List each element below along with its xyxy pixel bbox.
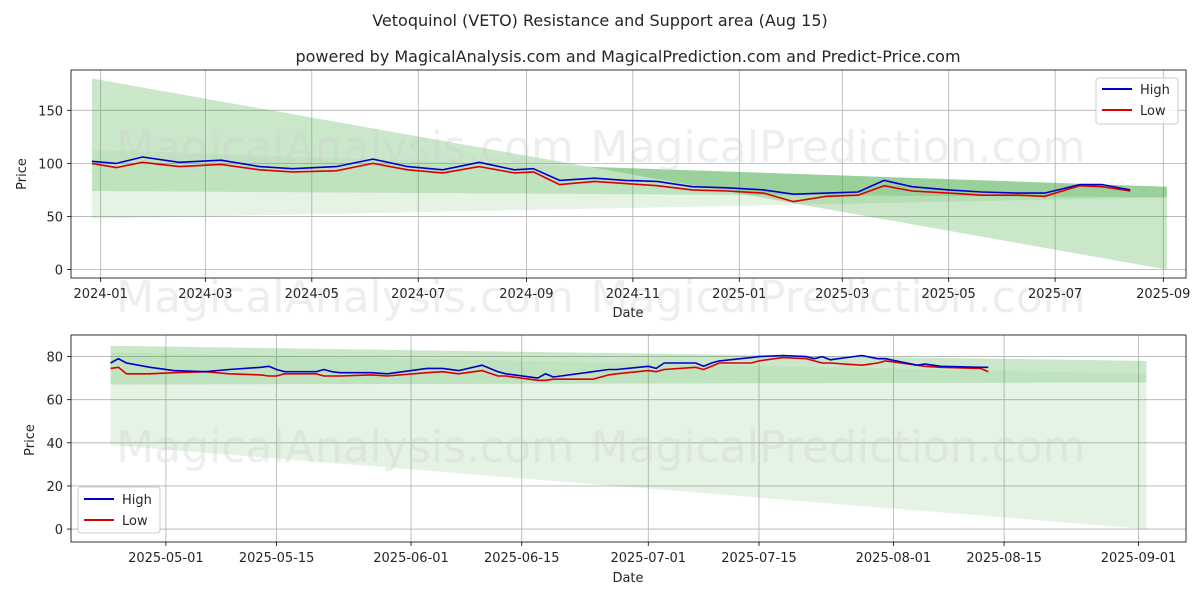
top-y-label: Price (15, 158, 30, 190)
bottom-x-label: Date (612, 571, 643, 586)
chart-subtitle: powered by MagicalAnalysis.com and Magic… (295, 47, 960, 66)
legend-low-label: Low (1140, 104, 1166, 119)
bottom-watermarks: MagicalAnalysis.com MagicalPrediction.co… (116, 422, 1085, 473)
x-tick-label: 2025-01 (712, 287, 766, 302)
top-x-label: Date (612, 306, 643, 321)
band-0 (91, 78, 1167, 270)
x-tick-label: 2025-08-01 (856, 551, 932, 566)
x-tick-label: 2024-03 (178, 287, 232, 302)
watermark-analysis-lower: MagicalAnalysis.com (116, 272, 574, 323)
x-tick-label: 2025-09-01 (1101, 551, 1177, 566)
bottom-ticks: 2025-05-01 2025-05-15 2025-06-01 2025-06-15… (46, 351, 1176, 566)
x-tick-label: 2025-06-01 (373, 551, 449, 566)
top-ticks: 2024-01 2024-03 2024-05 2024-07 2024-09 2024-… (38, 104, 1190, 302)
bottom-legend: High Low (77, 486, 161, 534)
x-tick-label: 2024-05 (285, 287, 339, 302)
watermark-prediction-bottom: MagicalPrediction.com (591, 422, 1086, 473)
watermark-prediction: MagicalPrediction.com (591, 122, 1086, 173)
x-tick-label: 2025-07-01 (610, 551, 686, 566)
y-tick-label: 100 (38, 157, 63, 172)
bottom-panel: MagicalAnalysis.com MagicalPrediction.co… (23, 334, 1187, 586)
chart-title: Vetoquinol (VETO) Resistance and Support… (372, 11, 828, 30)
x-tick-label: 2025-03 (815, 287, 869, 302)
y-tick-label: 150 (38, 104, 63, 119)
x-tick-label: 2024-09 (499, 287, 553, 302)
x-tick-label: 2025-06-15 (484, 551, 560, 566)
legend-high-label-bottom: High (122, 493, 152, 508)
y-tick-label: 50 (46, 210, 63, 225)
x-tick-label: 2025-09 (1136, 287, 1190, 302)
top-legend: High Low (1095, 77, 1179, 125)
y-tick-label: 0 (55, 264, 63, 279)
x-tick-label: 2025-07-15 (721, 551, 797, 566)
top-panel: MagicalAnalysis.com MagicalPrediction.co… (15, 69, 1190, 323)
series-line-high (91, 156, 1131, 195)
series-line-low (110, 356, 989, 382)
top-grid (71, 70, 1186, 278)
y-tick-label: 0 (55, 523, 63, 538)
series-line-low (91, 161, 1131, 203)
x-tick-label: 2025-07 (1028, 287, 1082, 302)
y-tick-label: 40 (46, 437, 63, 452)
y-tick-label: 60 (46, 394, 63, 409)
band-2 (91, 190, 1167, 219)
watermark-analysis-bottom: MagicalAnalysis.com (116, 422, 574, 473)
series-line-high (110, 354, 989, 379)
watermark-prediction-lower: MagicalPrediction.com (591, 272, 1086, 323)
legend-high-label: High (1140, 83, 1170, 98)
x-tick-label: 2025-08-15 (966, 551, 1042, 566)
x-tick-label: 2024-11 (606, 287, 660, 302)
bottom-y-label: Price (23, 424, 38, 456)
legend-low-label-bottom: Low (122, 514, 148, 529)
top-axes-frame (70, 69, 1187, 279)
bottom-lines (110, 354, 989, 382)
x-tick-label: 2025-05 (922, 287, 976, 302)
x-tick-label: 2024-07 (391, 287, 445, 302)
x-tick-label: 2024-01 (73, 287, 127, 302)
bottom-grid (71, 335, 1186, 542)
bottom-axes-frame (70, 334, 1187, 543)
band-0 (110, 345, 1147, 374)
y-tick-label: 80 (46, 351, 63, 366)
x-tick-label: 2025-05-15 (239, 551, 315, 566)
x-tick-label: 2025-05-01 (128, 551, 204, 566)
top-lines (91, 156, 1131, 203)
band-2 (110, 382, 1147, 530)
y-tick-label: 20 (46, 480, 63, 495)
